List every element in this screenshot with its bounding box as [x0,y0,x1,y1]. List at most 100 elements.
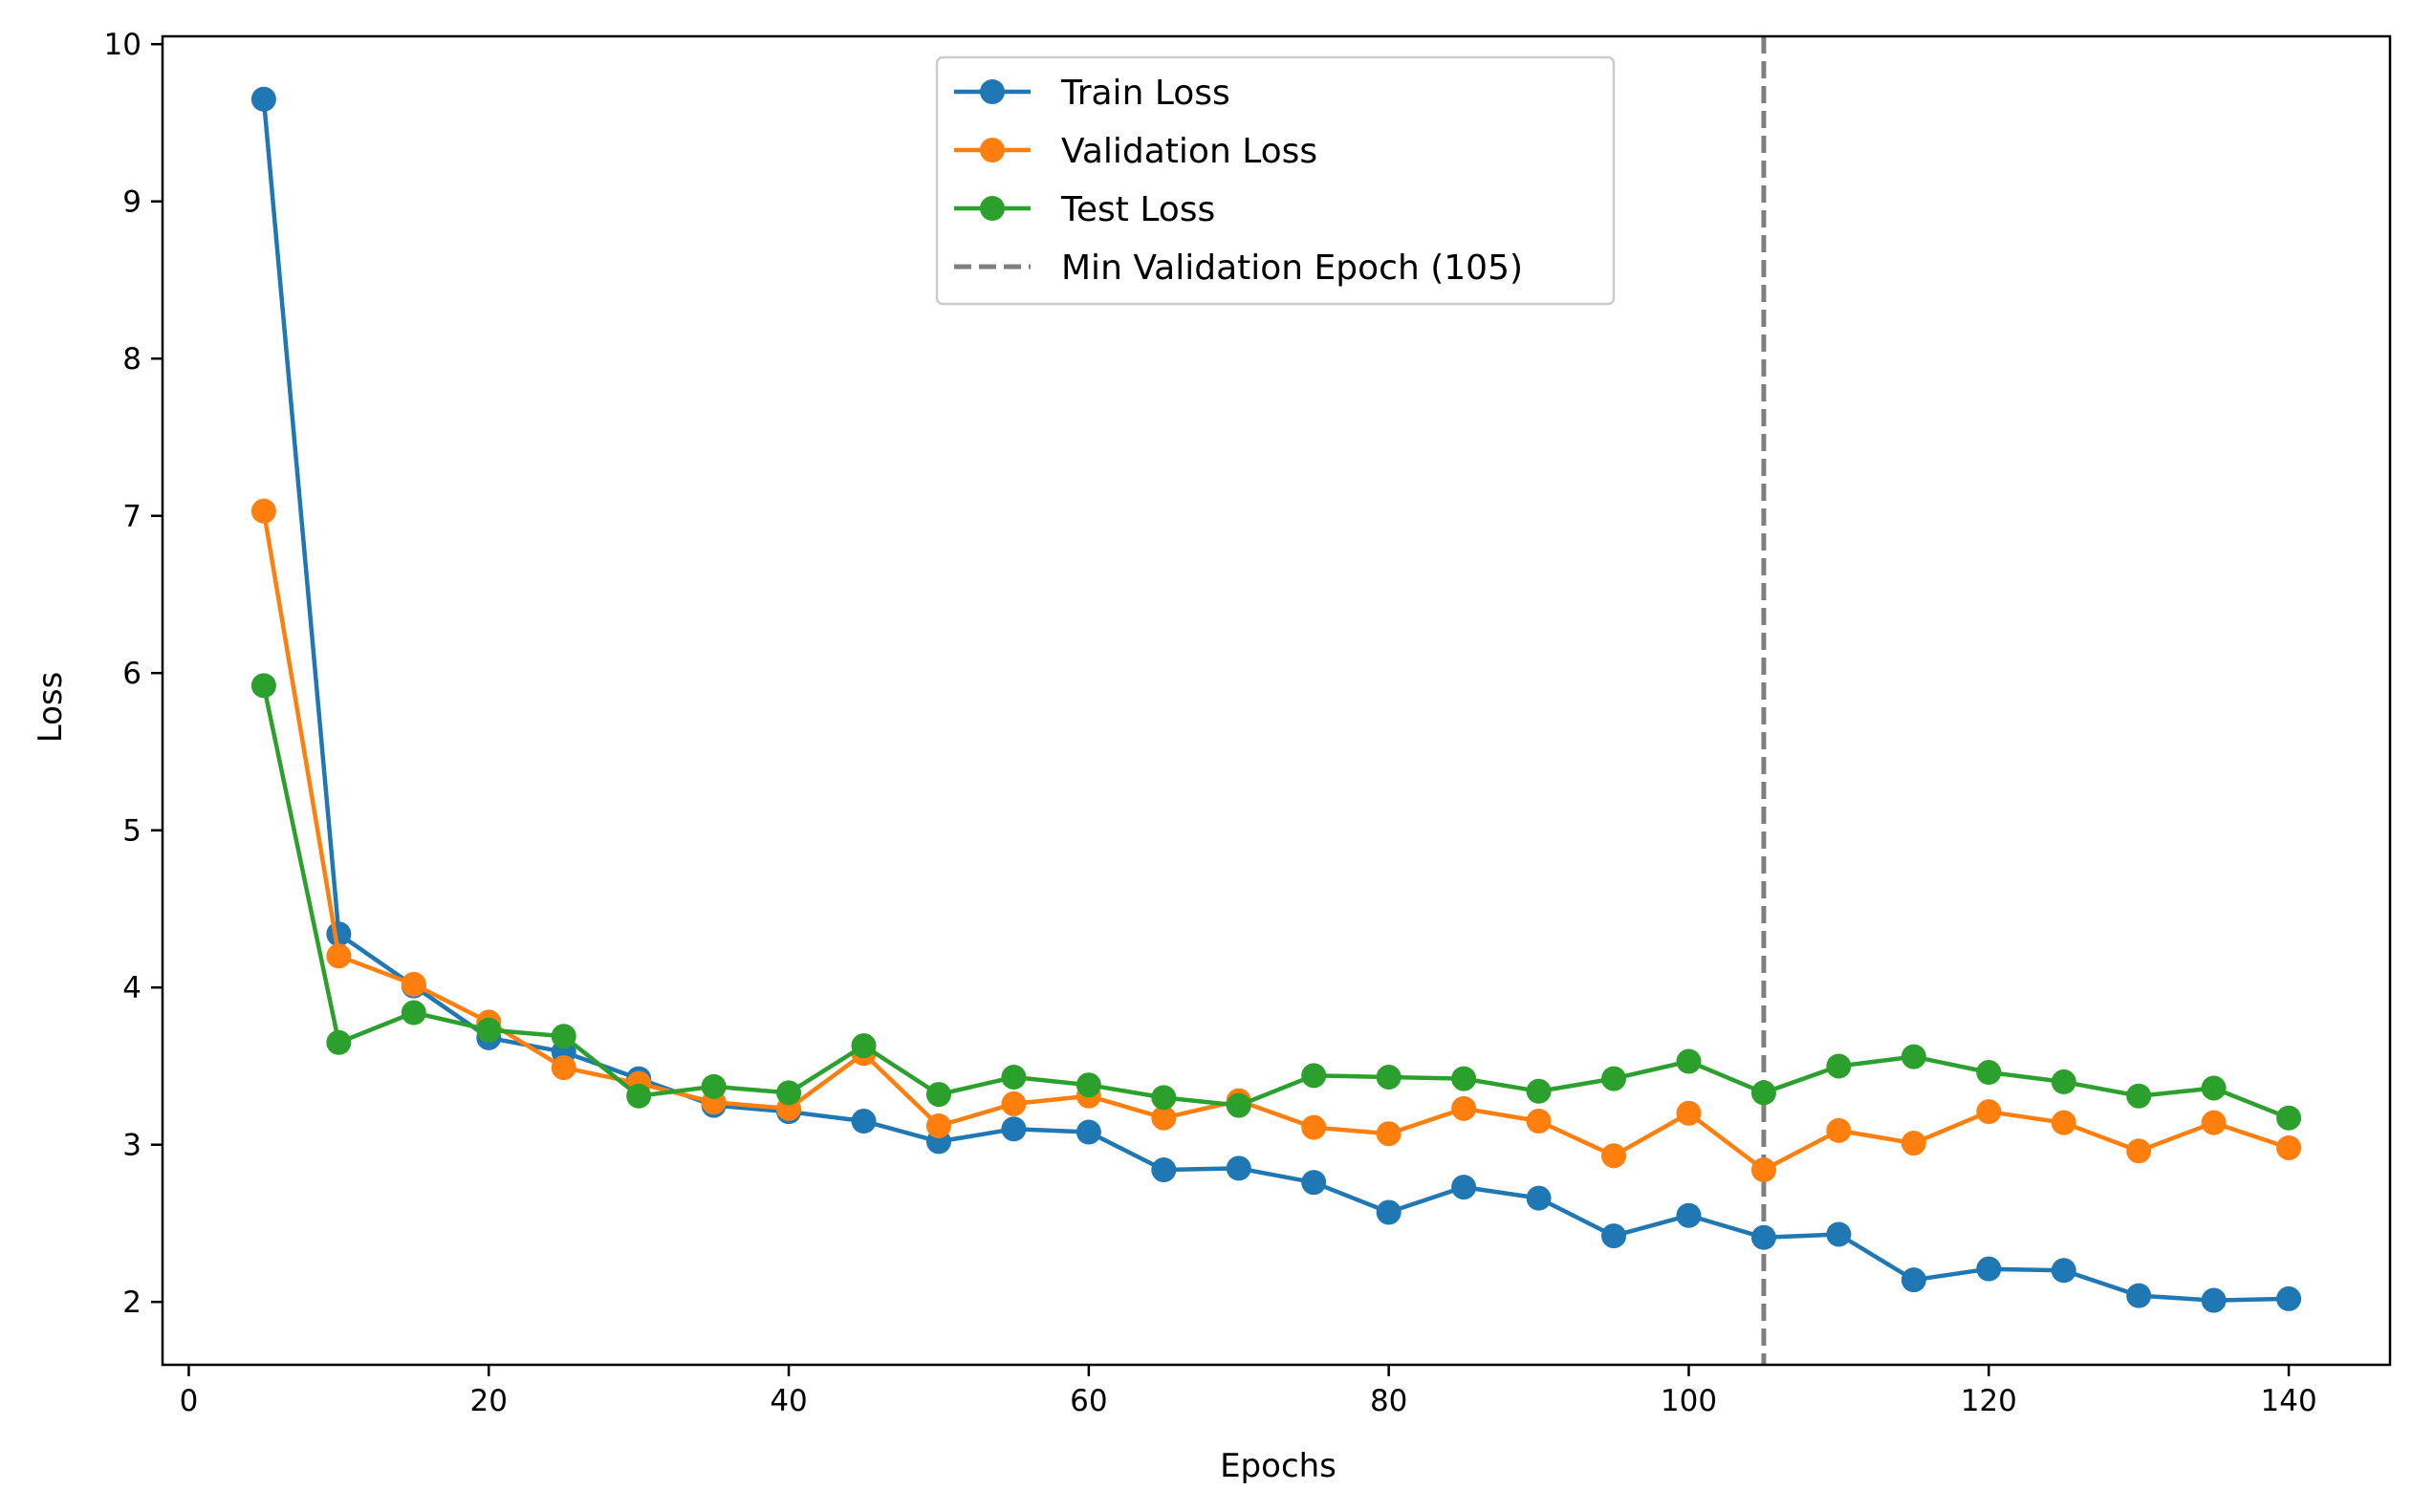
legend-marker [980,79,1005,104]
data-point-validation-loss [2051,1110,2076,1135]
y-tick-label: 5 [122,814,141,849]
y-tick-label: 9 [122,185,141,220]
x-tick-label: 140 [2261,1384,2317,1418]
data-point-train-loss [1451,1175,1477,1200]
data-point-train-loss [2201,1287,2227,1313]
data-point-test-loss [701,1073,727,1099]
legend: Train Loss Validation Loss Test Loss Min Va… [935,55,1616,306]
data-point-validation-loss [2201,1110,2227,1135]
data-point-test-loss [776,1080,802,1106]
data-point-train-loss [1750,1224,1776,1250]
legend-label: Min Validation Epoch (105) [1061,248,1523,288]
y-tick-label: 3 [122,1129,141,1163]
data-point-train-loss [1001,1116,1027,1142]
data-point-test-loss [1001,1064,1027,1090]
data-point-test-loss [1601,1066,1627,1091]
data-point-test-loss [626,1083,652,1109]
x-tick-label: 40 [770,1384,807,1418]
axes: 0 20 40 60 80 100 120 140 2 3 4 5 6 7 8 9 10 [104,28,2392,1418]
data-point-test-loss [2126,1083,2152,1109]
x-tick-label: 100 [1661,1384,1717,1418]
legend-entry: Validation Loss [954,132,1317,171]
data-point-test-loss [1976,1060,2002,1086]
series-line-test-loss [261,684,2290,1120]
x-tick-label: 60 [1070,1384,1107,1418]
data-point-train-loss [1601,1223,1627,1249]
legend-label: Validation Loss [1061,132,1317,171]
data-point-test-loss [851,1033,877,1059]
data-point-test-loss [1901,1044,1926,1069]
x-tick-label: 20 [470,1384,508,1418]
data-point-train-loss [2126,1283,2152,1308]
y-tick-label: 2 [122,1285,141,1320]
data-point-test-loss [1376,1064,1402,1090]
data-point-test-loss [1451,1066,1477,1091]
data-point-train-loss [1151,1157,1177,1183]
data-point-train-loss [1226,1156,1251,1181]
data-point-validation-loss [1526,1109,1552,1134]
y-tick-label: 6 [122,657,141,691]
plot-content [250,36,2302,1365]
x-tick-label: 80 [1370,1384,1407,1418]
legend-label: Test Loss [1060,190,1215,229]
plot-area [250,36,2302,1365]
data-point-validation-loss [1376,1121,1402,1147]
data-point-test-loss [925,1082,951,1108]
data-point-test-loss [1226,1092,1251,1118]
data-point-test-loss [401,1000,426,1026]
data-point-validation-loss [2276,1134,2302,1160]
legend-entry: Min Validation Epoch (105) [954,248,1523,288]
data-point-validation-loss [1976,1099,2002,1125]
data-point-train-loss [2051,1258,2076,1284]
data-point-test-loss [1151,1085,1177,1111]
data-point-train-loss [326,921,352,947]
axes-frame [161,34,2392,1367]
legend-marker [980,138,1005,162]
data-point-validation-loss [1676,1100,1702,1126]
data-point-validation-loss [1901,1131,1926,1156]
data-point-train-loss [1301,1170,1327,1196]
y-tick-label: 4 [122,971,141,1005]
data-point-train-loss [851,1109,877,1134]
data-point-validation-loss [1151,1105,1177,1131]
data-point-train-loss [250,86,276,112]
legend-entry: Train Loss [954,74,1230,113]
data-point-test-loss [1526,1078,1552,1104]
data-point-train-loss [1826,1221,1852,1247]
data-point-validation-loss [1601,1143,1627,1169]
data-point-validation-loss [925,1112,951,1138]
data-point-test-loss [1750,1080,1776,1106]
x-axis-label: Epochs [1220,1447,1336,1485]
legend-label: Train Loss [1060,74,1230,113]
data-point-test-loss [250,673,276,699]
legend-entry: Test Loss [954,190,1215,229]
data-point-validation-loss [1001,1091,1027,1116]
data-point-validation-loss [1826,1117,1852,1143]
data-point-test-loss [551,1024,576,1049]
data-point-train-loss [1076,1119,1101,1145]
data-point-test-loss [1676,1048,1702,1074]
data-point-validation-loss [1451,1095,1477,1121]
y-tick-label: 7 [122,500,141,534]
data-point-train-loss [1676,1202,1702,1228]
y-tick-label: 8 [122,342,141,377]
data-point-validation-loss [326,943,352,969]
data-point-test-loss [326,1029,352,1055]
data-point-validation-loss [2126,1138,2152,1164]
y-tick-label: 10 [104,28,141,62]
x-tick-label: 0 [180,1384,199,1418]
x-tick-label: 120 [1961,1384,2017,1418]
data-point-train-loss [1376,1199,1402,1225]
data-point-validation-loss [250,498,276,524]
data-point-test-loss [2276,1105,2302,1131]
data-point-train-loss [1901,1267,1926,1293]
data-point-train-loss [2276,1285,2302,1311]
data-point-test-loss [2051,1069,2076,1094]
data-point-validation-loss [1750,1157,1776,1183]
series-line-validation-loss [261,510,2290,1173]
legend-box [935,55,1616,306]
data-point-test-loss [1826,1053,1852,1079]
data-point-test-loss [1076,1072,1101,1098]
data-point-validation-loss [551,1055,576,1081]
data-point-train-loss [1526,1185,1552,1211]
